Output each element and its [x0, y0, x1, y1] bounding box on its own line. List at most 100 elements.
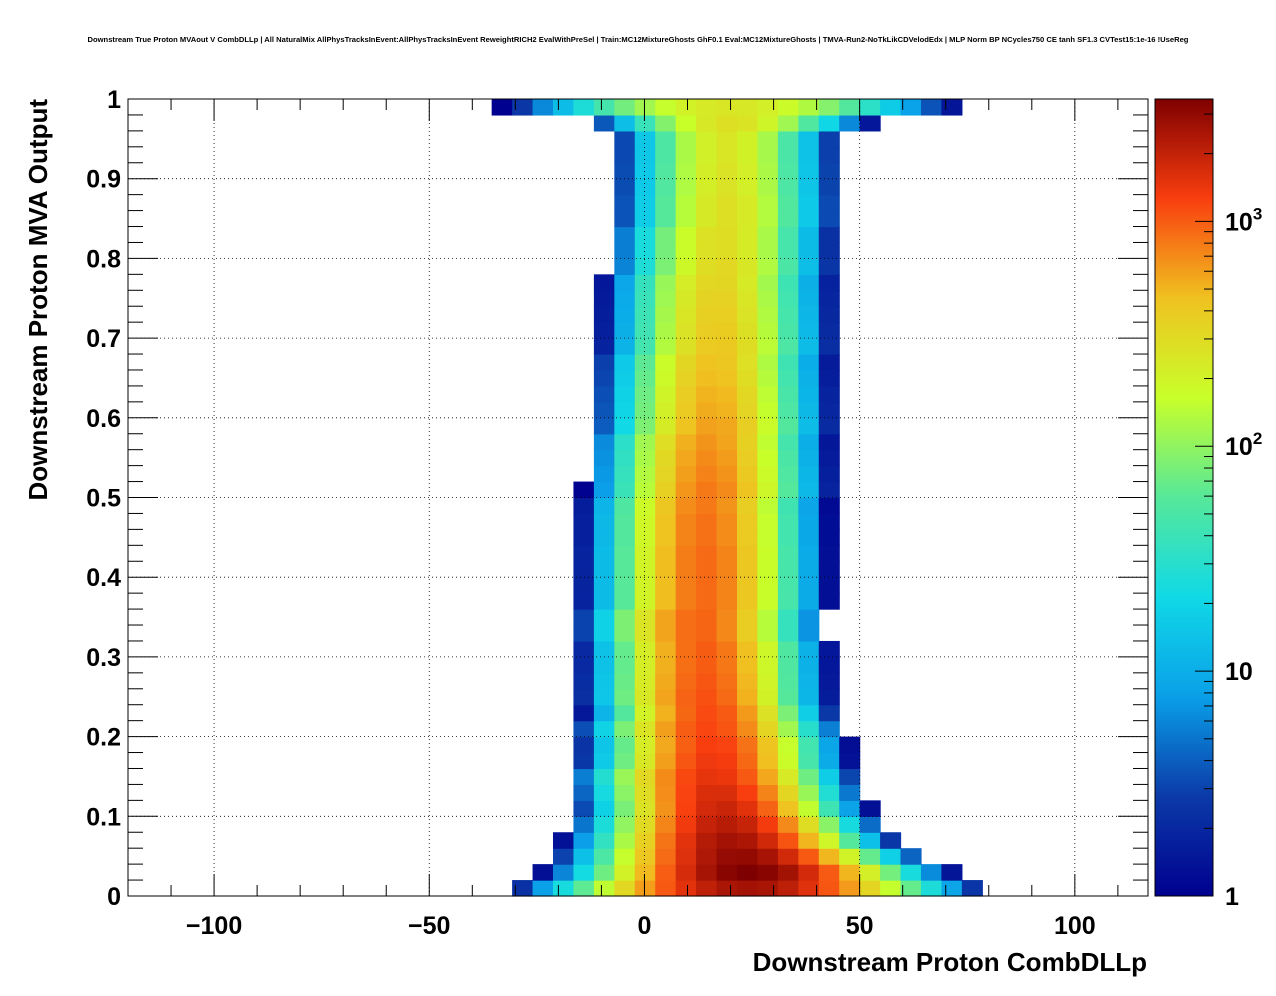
heatmap-cell [757, 688, 779, 706]
heatmap-cell [818, 545, 840, 562]
heatmap-cell [573, 577, 595, 594]
heatmap-cell [614, 768, 636, 786]
heatmap-cell [655, 338, 677, 355]
heatmap-cell [655, 194, 677, 212]
heatmap-cell [675, 577, 697, 594]
heatmap-cell [818, 178, 840, 196]
heatmap-cell [798, 449, 820, 467]
heatmap-cell [716, 688, 738, 706]
heatmap-cell [634, 529, 656, 546]
heatmap-cell [716, 354, 738, 371]
heatmap-cell [716, 290, 738, 307]
heatmap-cell [736, 752, 759, 770]
heatmap-cell [818, 338, 840, 355]
heatmap-cell [757, 656, 779, 674]
heatmap-cell [593, 640, 615, 658]
heatmap-cell [757, 465, 779, 483]
heatmap-cell [798, 880, 820, 897]
heatmap-cell [696, 497, 718, 515]
heatmap-cell [696, 561, 718, 578]
heatmap-cell [675, 561, 697, 578]
heatmap-cell [696, 720, 718, 738]
heatmap-cell [696, 130, 718, 148]
heatmap-cell [798, 848, 820, 865]
heatmap-cell [736, 880, 759, 897]
y-tick-label: 0.8 [86, 245, 121, 273]
heatmap-cell [777, 178, 799, 196]
heatmap-cell [757, 449, 779, 467]
heatmap-cell [593, 433, 615, 451]
heatmap-cell [675, 529, 697, 546]
heatmap-cell [736, 545, 759, 562]
heatmap-cell [757, 114, 779, 132]
heatmap-cell [798, 736, 820, 754]
heatmap-cell [757, 354, 779, 371]
heatmap-cell [757, 497, 779, 515]
heatmap-cell [675, 481, 697, 499]
heatmap-cell [593, 688, 615, 706]
heatmap-cell [757, 848, 779, 865]
heatmap-cell [614, 433, 636, 451]
heatmap-cell [675, 130, 697, 148]
heatmap-cell [798, 497, 820, 515]
heatmap-cell [655, 864, 677, 881]
heatmap-cell [716, 720, 738, 738]
heatmap-cell [634, 609, 656, 626]
heatmap-cell [716, 178, 738, 196]
heatmap-cell [614, 704, 636, 722]
heatmap-cell [614, 816, 636, 833]
heatmap-cell [757, 322, 779, 339]
heatmap-cell [798, 162, 820, 180]
heatmap-cell [716, 784, 738, 801]
heatmap-cell [777, 99, 799, 116]
heatmap-cell [593, 704, 615, 722]
heatmap-cell [777, 640, 799, 658]
heatmap-cell [573, 864, 595, 881]
heatmap-cell [634, 274, 656, 291]
heatmap-cell [593, 625, 615, 642]
heatmap-cell [716, 146, 738, 164]
heatmap-cell [655, 768, 677, 786]
heatmap-cell [655, 704, 677, 722]
heatmap-cell [716, 114, 738, 132]
heatmap-cell [798, 609, 820, 626]
heatmap-cell [675, 433, 697, 451]
heatmap-cell [757, 226, 779, 244]
heatmap-cell [757, 593, 779, 610]
heatmap-cell [696, 704, 718, 722]
heatmap-cell [736, 178, 759, 196]
heatmap-cell [777, 784, 799, 801]
heatmap-cell [716, 433, 738, 451]
y-tick-label: 0.5 [86, 485, 121, 513]
heatmap-cell [716, 481, 738, 499]
heatmap-cell [777, 385, 799, 403]
y-tick-label: 0.7 [86, 325, 121, 353]
heatmap-cell [777, 130, 799, 148]
heatmap-cell [655, 880, 677, 897]
heatmap-cell [859, 864, 881, 881]
heatmap-cell [777, 114, 799, 132]
heatmap-cell [593, 736, 615, 754]
heatmap-cell [818, 561, 840, 578]
heatmap-cell [859, 800, 881, 817]
heatmap-cell [675, 800, 697, 817]
heatmap-cell [696, 194, 718, 212]
heatmap-cell [593, 848, 615, 865]
heatmap-cell [859, 816, 881, 833]
heatmap-cell [777, 322, 799, 339]
y-tick-label: 0.9 [86, 166, 121, 194]
heatmap-cell [818, 465, 840, 483]
heatmap-cell [777, 577, 799, 594]
heatmap-cell [900, 880, 922, 897]
heatmap-cell [736, 688, 759, 706]
heatmap-cell [593, 354, 615, 371]
heatmap-cell [798, 369, 820, 387]
heatmap-cell [716, 625, 738, 642]
heatmap-cell [757, 401, 779, 419]
heatmap-cell [798, 784, 820, 801]
heatmap-cell [655, 832, 677, 849]
heatmap-cell [614, 146, 636, 164]
heatmap-cell [655, 385, 677, 403]
heatmap-cell [614, 720, 636, 738]
